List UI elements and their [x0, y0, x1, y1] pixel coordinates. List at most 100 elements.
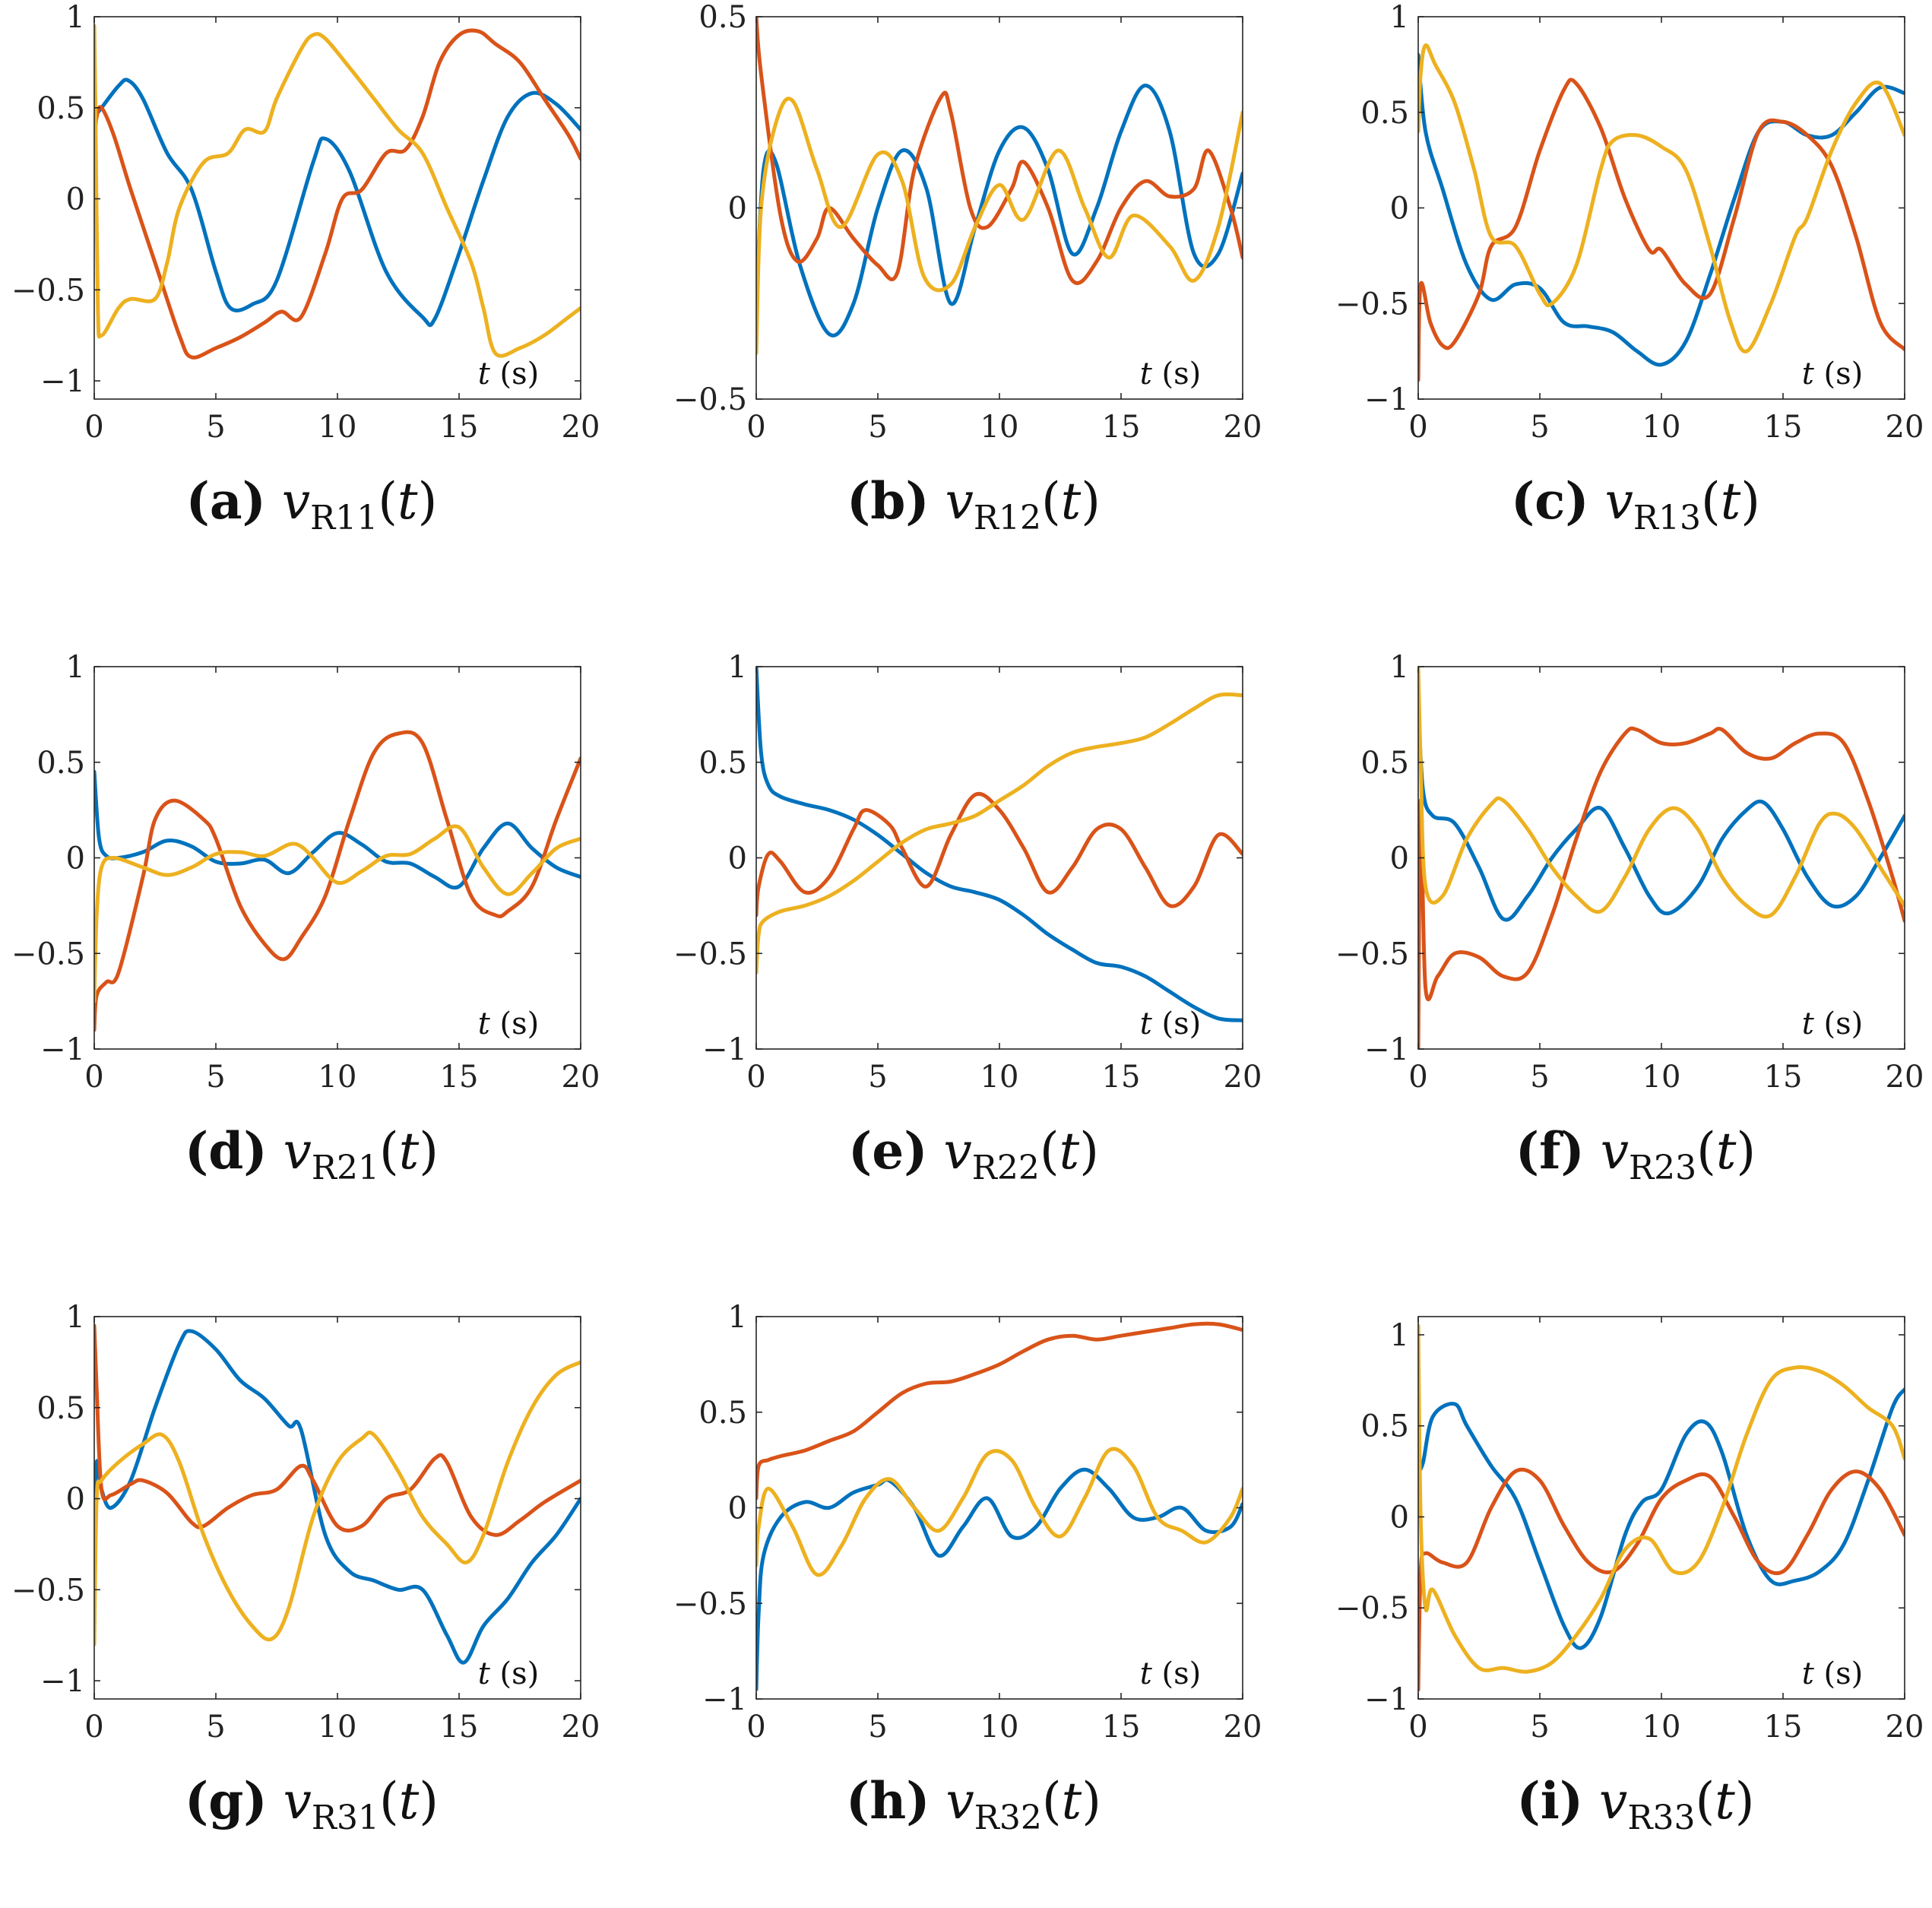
chart-g: 0 5 10 15 20 −1 −0.5 0 0.5 1 t (s)	[11, 1300, 600, 1745]
x-tick-label: 20	[562, 410, 600, 445]
x-tick-label: 0	[746, 410, 765, 445]
series-line-yellow	[756, 1447, 1243, 1577]
x-axis-label: t (s)	[1140, 1656, 1202, 1691]
x-tick-label: 5	[206, 410, 225, 445]
x-tick-label: 0	[746, 1710, 765, 1745]
x-tick-label: 0	[84, 410, 103, 445]
y-tick-label: 0	[1390, 1500, 1409, 1535]
series-line-red	[756, 791, 1243, 918]
x-tick-label: 5	[1530, 1060, 1549, 1095]
series-line-blue	[94, 1329, 581, 1665]
x-tick-label: 20	[1886, 410, 1924, 445]
panel-caption: (g) vR31(t)	[184, 1771, 439, 1837]
x-tick-label: 10	[318, 1710, 357, 1745]
series-line-blue	[94, 769, 581, 890]
x-axis-label: t (s)	[1802, 1656, 1864, 1691]
x-tick-label: 20	[1224, 1710, 1262, 1745]
y-tick-label: 0.5	[698, 0, 747, 35]
panel-h: 0 5 10 15 20 −1 −0.5 0 0.5 1 t (s) (h) vR32(t)	[662, 1300, 1285, 1908]
x-axis-label: t (s)	[1802, 357, 1864, 391]
y-tick-label: −0.5	[11, 1573, 85, 1608]
x-tick-label: 15	[440, 1710, 479, 1745]
y-tick-label: −0.5	[673, 382, 747, 417]
x-tick-label: 20	[1886, 1060, 1924, 1095]
series-line-red	[94, 1323, 581, 1537]
x-tick-label: 10	[980, 410, 1019, 445]
y-tick-label: −1	[702, 1682, 747, 1717]
panel-caption: (i) vR33(t)	[1516, 1771, 1755, 1837]
figure-grid: 0 5 10 15 20 −1 −0.5 0 0.5 1 t (s) (a) vR11(t) 0 5 10 1…	[0, 0, 1932, 1837]
x-axis-label: t (s)	[478, 357, 540, 391]
y-tick-label: 1	[728, 1300, 747, 1335]
y-tick-label: 1	[66, 650, 85, 685]
series-line-red	[94, 28, 581, 360]
x-tick-label: 5	[868, 410, 887, 445]
series-line-red	[94, 730, 581, 1032]
y-tick-label: 1	[66, 0, 85, 35]
x-tick-label: 5	[1530, 1710, 1549, 1745]
panel-d: 0 5 10 15 20 −1 −0.5 0 0.5 1 t (s) (d) vR21(t)	[0, 650, 623, 1258]
series-line-yellow	[1418, 43, 1905, 353]
x-tick-label: 10	[1642, 1060, 1681, 1095]
y-tick-label: −0.5	[1335, 1591, 1409, 1626]
x-axis-label: t (s)	[478, 1006, 540, 1041]
y-tick-label: 0	[66, 841, 85, 876]
y-tick-label: 0	[728, 841, 747, 876]
y-tick-label: 1	[1390, 1318, 1409, 1353]
y-tick-label: −1	[1364, 1032, 1409, 1067]
x-axis-label: t (s)	[1140, 357, 1202, 391]
series-line-blue	[1418, 52, 1905, 367]
chart-c: 0 5 10 15 20 −1 −0.5 0 0.5 1 t (s)	[1335, 0, 1924, 445]
x-tick-label: 10	[980, 1710, 1019, 1745]
series-line-red	[756, 1321, 1243, 1501]
series-line-red	[756, 17, 1243, 285]
y-tick-label: 0	[728, 1491, 747, 1526]
panel-caption: (c) vR13(t)	[1510, 471, 1761, 537]
y-tick-label: 0.5	[698, 1396, 747, 1431]
x-tick-label: 10	[1642, 1710, 1681, 1745]
panel-f: 0 5 10 15 20 −1 −0.5 0 0.5 1 t (s) (f) vR23(t)	[1324, 650, 1932, 1258]
chart-d: 0 5 10 15 20 −1 −0.5 0 0.5 1 t (s)	[11, 650, 600, 1095]
series-line-blue	[1418, 1387, 1905, 1650]
series-line-red	[1418, 1467, 1905, 1692]
series-line-yellow	[1418, 1323, 1905, 1674]
panel-g: 0 5 10 15 20 −1 −0.5 0 0.5 1 t (s) (g) vR31(t)	[0, 1300, 623, 1908]
x-tick-label: 0	[746, 1060, 765, 1095]
chart-a: 0 5 10 15 20 −1 −0.5 0 0.5 1 t (s)	[11, 0, 600, 445]
x-tick-label: 15	[440, 410, 479, 445]
x-tick-label: 15	[1102, 410, 1141, 445]
series-line-yellow	[94, 24, 581, 358]
x-tick-label: 0	[1408, 1060, 1427, 1095]
x-tick-label: 15	[1102, 1060, 1141, 1095]
y-tick-label: −1	[40, 1032, 85, 1067]
y-tick-label: 0.5	[1360, 96, 1409, 131]
x-tick-label: 20	[1886, 1710, 1924, 1745]
series-line-blue	[94, 78, 581, 328]
y-tick-label: −1	[702, 1032, 747, 1067]
panel-caption: (f) vR23(t)	[1515, 1121, 1756, 1187]
x-tick-label: 0	[1408, 410, 1427, 445]
y-tick-label: 0.5	[36, 1391, 85, 1426]
chart-e: 0 5 10 15 20 −1 −0.5 0 0.5 1 t (s)	[673, 650, 1262, 1095]
panel-caption: (e) vR22(t)	[848, 1121, 1099, 1187]
y-tick-label: −0.5	[1335, 937, 1409, 971]
x-tick-label: 5	[206, 1710, 225, 1745]
panel-e: 0 5 10 15 20 −1 −0.5 0 0.5 1 t (s) (e) vR22(t)	[662, 650, 1285, 1258]
y-tick-label: −0.5	[11, 273, 85, 308]
x-tick-label: 10	[980, 1060, 1019, 1095]
y-tick-label: 0.5	[1360, 746, 1409, 781]
y-tick-label: −0.5	[673, 1586, 747, 1621]
y-tick-label: 0.5	[36, 91, 85, 126]
axes-box	[1417, 666, 1905, 1050]
x-axis-label: t (s)	[1140, 1006, 1202, 1041]
y-tick-label: 0.5	[1360, 1409, 1409, 1444]
x-tick-label: 10	[1642, 410, 1681, 445]
y-tick-label: 0	[66, 1482, 85, 1517]
y-tick-label: 0	[1390, 841, 1409, 876]
series-line-blue	[756, 667, 1243, 1022]
chart-f: 0 5 10 15 20 −1 −0.5 0 0.5 1 t (s)	[1335, 650, 1924, 1095]
y-tick-label: 1	[1390, 0, 1409, 35]
x-tick-label: 10	[318, 1060, 357, 1095]
y-tick-label: 0	[66, 182, 85, 217]
y-tick-label: −1	[40, 364, 85, 399]
